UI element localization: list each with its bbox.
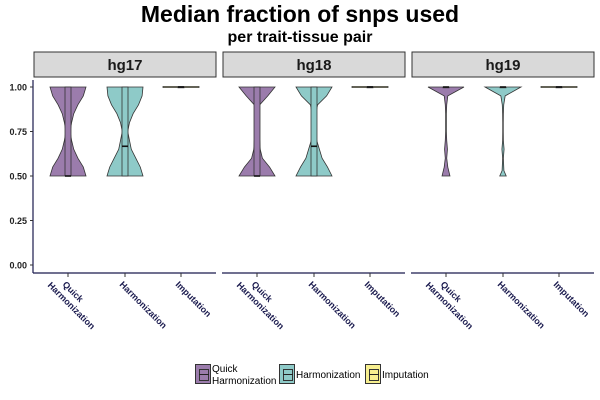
x-tick-label: Imputation bbox=[174, 279, 214, 319]
legend-label-line-1: Harmonization bbox=[296, 370, 361, 381]
y-tick-label: 1.00 bbox=[9, 83, 27, 93]
legend-label-line-1: Quick bbox=[212, 364, 238, 375]
x-tick-label-line: Harmonization bbox=[307, 279, 358, 330]
legend-label-harmonization: Harmonization bbox=[296, 370, 366, 382]
y-tick-label: 0.25 bbox=[9, 216, 27, 226]
legend-key-imputation bbox=[365, 364, 381, 384]
legend-label-line-2: Harmonization bbox=[212, 376, 277, 387]
x-tick-label: Harmonization bbox=[496, 279, 547, 330]
y-tick-label: 0.50 bbox=[9, 172, 27, 182]
x-tick-label-line: Imputation bbox=[552, 279, 592, 319]
legend-label-imputation: Imputation bbox=[382, 370, 452, 382]
box-hg18-1 bbox=[310, 86, 318, 177]
legend-item-imputation: Imputation bbox=[365, 364, 450, 388]
facet-label-hg17: hg17 bbox=[107, 57, 142, 74]
violin-hg19-0 bbox=[427, 86, 465, 177]
x-tick-label: QuickHarmonization bbox=[235, 272, 294, 331]
chart-title: Median fraction of snps used bbox=[140, 1, 460, 27]
facet-label-hg18: hg18 bbox=[296, 57, 331, 74]
facet-label-hg19: hg19 bbox=[485, 57, 520, 74]
facet-strip-hg19 bbox=[411, 51, 595, 78]
legend-item-harmonization: Harmonization bbox=[279, 364, 364, 388]
x-tick-label-line: Harmonization bbox=[496, 279, 547, 330]
legend-label-line-1: Imputation bbox=[382, 370, 429, 381]
legend-key-harmonization bbox=[279, 364, 295, 384]
box-hg17-1 bbox=[121, 86, 129, 177]
facet-strip-hg17 bbox=[33, 51, 217, 78]
legend: Quick Harmonization Harmonization Imputa… bbox=[195, 364, 455, 390]
y-tick-label: 0.75 bbox=[9, 127, 27, 137]
x-tick-label: Harmonization bbox=[307, 279, 358, 330]
box-hg18-0 bbox=[253, 86, 261, 177]
x-tick-label-line: Harmonization bbox=[118, 279, 169, 330]
x-tick-label-line: Imputation bbox=[174, 279, 214, 319]
legend-label-quick-harmonization: Quick Harmonization bbox=[212, 364, 282, 388]
x-tick-label-line: Imputation bbox=[363, 279, 403, 319]
legend-key-quick-harmonization bbox=[195, 364, 211, 384]
x-tick-label: Imputation bbox=[363, 279, 403, 319]
legend-item-quick-harmonization: Quick Harmonization bbox=[195, 364, 280, 388]
chart-subtitle: per trait-tissue pair bbox=[227, 29, 373, 46]
x-tick-label: Harmonization bbox=[118, 279, 169, 330]
y-tick-label: 0.00 bbox=[9, 261, 27, 271]
x-tick-label: Imputation bbox=[552, 279, 592, 319]
x-tick-label: QuickHarmonization bbox=[46, 272, 105, 331]
facet-strip-hg18 bbox=[222, 51, 406, 78]
violin-hg19-1 bbox=[483, 86, 523, 177]
x-tick-label: QuickHarmonization bbox=[424, 272, 483, 331]
box-hg17-0 bbox=[64, 86, 72, 177]
